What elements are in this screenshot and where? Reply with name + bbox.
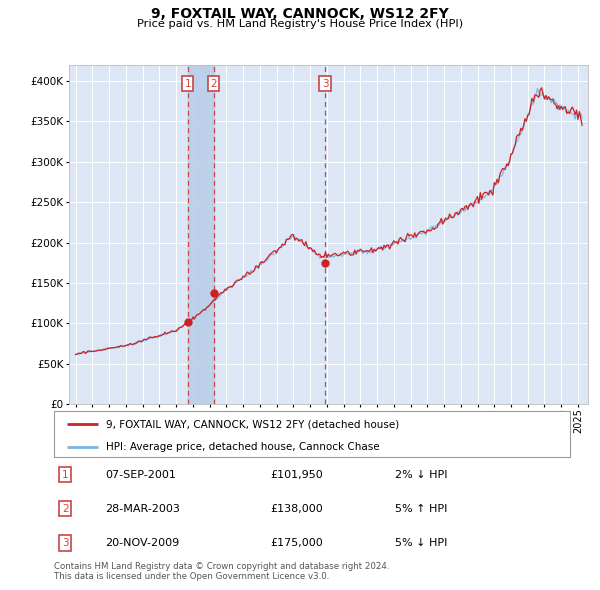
Text: HPI: Average price, detached house, Cannock Chase: HPI: Average price, detached house, Cann… bbox=[106, 442, 379, 452]
Text: 5% ↑ HPI: 5% ↑ HPI bbox=[395, 504, 447, 514]
Text: 2: 2 bbox=[62, 504, 68, 514]
Text: 5% ↓ HPI: 5% ↓ HPI bbox=[395, 538, 447, 548]
Text: 9, FOXTAIL WAY, CANNOCK, WS12 2FY: 9, FOXTAIL WAY, CANNOCK, WS12 2FY bbox=[151, 7, 449, 21]
Text: 2% ↓ HPI: 2% ↓ HPI bbox=[395, 470, 447, 480]
Text: 3: 3 bbox=[62, 538, 68, 548]
Text: Contains HM Land Registry data © Crown copyright and database right 2024.
This d: Contains HM Land Registry data © Crown c… bbox=[54, 562, 389, 581]
Text: 9, FOXTAIL WAY, CANNOCK, WS12 2FY (detached house): 9, FOXTAIL WAY, CANNOCK, WS12 2FY (detac… bbox=[106, 419, 399, 429]
Text: £138,000: £138,000 bbox=[271, 504, 323, 514]
Text: Price paid vs. HM Land Registry's House Price Index (HPI): Price paid vs. HM Land Registry's House … bbox=[137, 19, 463, 30]
Text: 28-MAR-2003: 28-MAR-2003 bbox=[106, 504, 181, 514]
Text: 07-SEP-2001: 07-SEP-2001 bbox=[106, 470, 176, 480]
Text: 3: 3 bbox=[322, 78, 328, 88]
Text: 20-NOV-2009: 20-NOV-2009 bbox=[106, 538, 180, 548]
Text: 1: 1 bbox=[62, 470, 68, 480]
Text: 1: 1 bbox=[184, 78, 191, 88]
Text: 2: 2 bbox=[211, 78, 217, 88]
Text: £101,950: £101,950 bbox=[271, 470, 323, 480]
Bar bbox=[188, 65, 214, 404]
Text: £175,000: £175,000 bbox=[271, 538, 323, 548]
